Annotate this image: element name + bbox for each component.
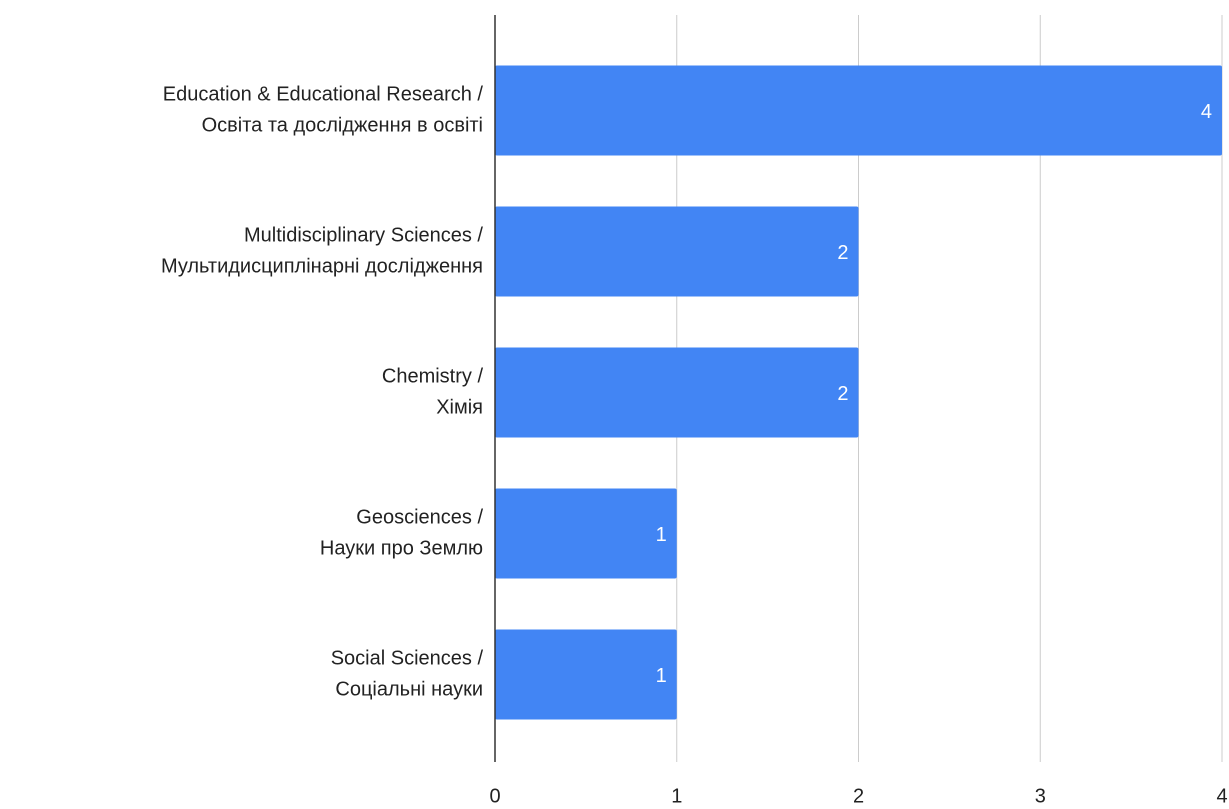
x-tick-label: 2 <box>853 785 864 807</box>
y-tick-label: Мультидисциплінарні дослідження <box>161 255 483 277</box>
y-tick-label: Науки про Землю <box>320 537 483 559</box>
y-tick-label: Освіта та дослідження в освіті <box>202 114 483 136</box>
y-tick-label: Social Sciences / <box>331 647 484 669</box>
bar <box>495 65 1222 156</box>
bar <box>495 206 859 297</box>
bar <box>495 488 677 579</box>
x-tick-label: 3 <box>1035 785 1046 807</box>
bar <box>495 347 859 438</box>
y-tick-label: Соціальні науки <box>335 678 483 700</box>
bar <box>495 629 677 720</box>
value-label: 2 <box>837 242 848 264</box>
y-tick-label: Geosciences / <box>356 506 483 528</box>
value-label: 4 <box>1201 101 1212 123</box>
value-label: 1 <box>656 665 667 687</box>
value-label: 2 <box>837 383 848 405</box>
y-tick-label: Multidisciplinary Sciences / <box>244 224 483 246</box>
x-tick-label: 4 <box>1216 785 1227 807</box>
y-tick-label: Education & Educational Research / <box>163 83 484 105</box>
y-tick-label: Chemistry / <box>382 365 484 387</box>
y-tick-label: Хімія <box>436 396 483 418</box>
x-tick-label: 0 <box>489 785 500 807</box>
x-tick-label: 1 <box>671 785 682 807</box>
value-label: 1 <box>656 524 667 546</box>
